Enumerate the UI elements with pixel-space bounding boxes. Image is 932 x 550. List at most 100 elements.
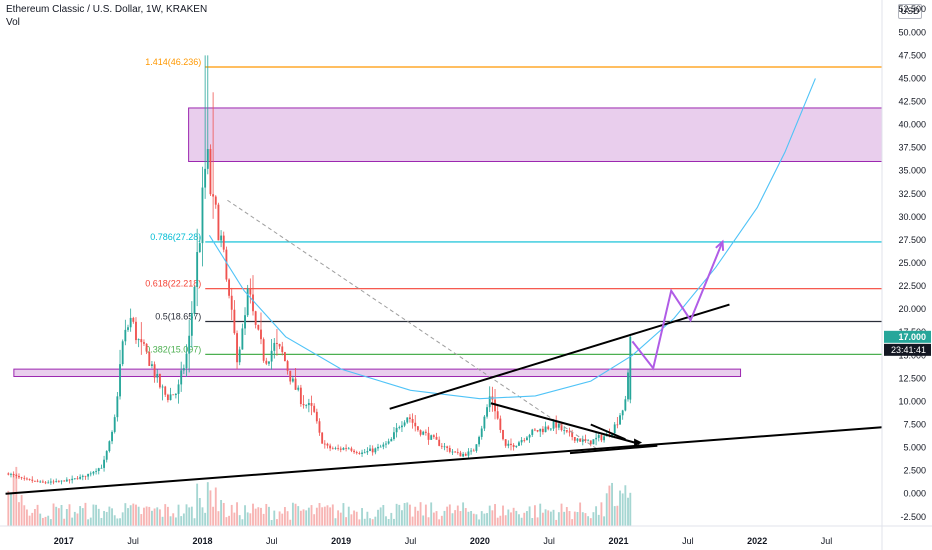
candle-body bbox=[174, 393, 177, 396]
volume-bar bbox=[209, 490, 212, 526]
candlestick-series bbox=[7, 55, 632, 485]
candle-body bbox=[358, 453, 361, 454]
volume-bar bbox=[188, 507, 191, 526]
volume-bar bbox=[448, 504, 451, 526]
time-tick-label: Jul bbox=[543, 536, 555, 546]
candle-body bbox=[148, 351, 151, 366]
volume-bar bbox=[206, 482, 209, 526]
volume-bar bbox=[547, 510, 550, 526]
candle-body bbox=[265, 360, 268, 364]
volume-bar bbox=[408, 504, 411, 526]
volume-bar bbox=[174, 517, 177, 526]
candle-body bbox=[44, 482, 47, 484]
candle-body bbox=[238, 349, 241, 363]
volume-bar bbox=[520, 517, 523, 526]
volume-bar bbox=[326, 505, 329, 526]
candle-body bbox=[398, 427, 401, 429]
candle-body bbox=[592, 439, 595, 445]
candle-body bbox=[488, 396, 491, 408]
candle-body bbox=[310, 403, 313, 406]
volume-bar bbox=[151, 510, 153, 526]
volume-bar bbox=[20, 495, 23, 526]
volume-bar bbox=[502, 505, 504, 526]
candle-body bbox=[440, 445, 443, 447]
candle-body bbox=[616, 424, 619, 426]
volume-bar bbox=[76, 513, 79, 526]
candle-body bbox=[475, 444, 478, 451]
currency-button[interactable]: USD bbox=[898, 4, 922, 19]
candle-body bbox=[510, 443, 512, 445]
candle-body bbox=[196, 252, 199, 287]
volume-bar bbox=[257, 507, 260, 526]
volume-bar bbox=[565, 507, 568, 526]
volume-bar bbox=[31, 512, 34, 526]
candle-body bbox=[480, 428, 483, 437]
candle-body bbox=[204, 168, 207, 188]
volume-bar bbox=[451, 513, 454, 526]
fib-level-label: 0.786(27.28) bbox=[150, 232, 201, 242]
volume-bar bbox=[97, 508, 100, 526]
volume-bar bbox=[302, 509, 305, 526]
candle-body bbox=[499, 418, 502, 430]
volume-bar bbox=[217, 511, 220, 526]
volume-bar bbox=[121, 512, 124, 526]
volume-bar bbox=[533, 505, 536, 526]
candle-body bbox=[512, 444, 515, 447]
volume-bar bbox=[579, 502, 582, 526]
volume-bar bbox=[576, 512, 579, 526]
volume-bar bbox=[270, 519, 273, 526]
volume-bar bbox=[36, 504, 39, 526]
volume-bar bbox=[339, 512, 342, 526]
candle-body bbox=[230, 295, 233, 310]
candle-body bbox=[153, 364, 156, 378]
volume-bar bbox=[411, 516, 414, 526]
candle-body bbox=[18, 475, 20, 478]
volume-bar bbox=[7, 490, 10, 526]
volume-bar bbox=[164, 504, 167, 526]
candle-body bbox=[454, 451, 457, 453]
volume-bar bbox=[177, 504, 180, 526]
volume-bar bbox=[198, 498, 201, 526]
volume-bar bbox=[318, 503, 321, 526]
volume-bar bbox=[201, 507, 204, 526]
candle-body bbox=[294, 378, 297, 390]
volume-bar bbox=[464, 508, 467, 526]
price-tick-label: 47.500 bbox=[898, 50, 926, 60]
candle-body bbox=[283, 352, 286, 362]
volume-bar bbox=[536, 517, 539, 526]
volume-bar bbox=[84, 502, 87, 526]
volume-bar bbox=[446, 506, 449, 526]
volume-bar bbox=[398, 504, 401, 526]
candle-body bbox=[552, 421, 555, 429]
volume-bar bbox=[371, 519, 374, 526]
volume-bar bbox=[518, 514, 520, 526]
candle-body bbox=[584, 439, 587, 441]
volume-bar bbox=[589, 518, 592, 526]
volume-bar bbox=[307, 507, 310, 526]
candle-body bbox=[326, 443, 329, 446]
time-axis: 2017 Jul 2018 Jul 2019 Jul 2020 Jul 2021 Jul 2022 J… bbox=[54, 536, 833, 546]
candle-body bbox=[190, 313, 193, 336]
volume-bar bbox=[541, 512, 544, 526]
price-tick-label: 2.500 bbox=[903, 466, 926, 476]
volume-bar bbox=[443, 510, 446, 526]
volume-bar bbox=[600, 502, 603, 526]
volume-bar bbox=[595, 506, 598, 526]
volume-bar bbox=[249, 513, 252, 526]
candle-body bbox=[329, 445, 332, 449]
volume-bar bbox=[129, 505, 132, 526]
volume-bar bbox=[345, 517, 348, 526]
volume-bar bbox=[337, 510, 340, 526]
volume-bar bbox=[214, 487, 217, 526]
volume-bar bbox=[297, 506, 300, 526]
volume-bar bbox=[305, 510, 308, 526]
volume-bar bbox=[611, 482, 613, 526]
candle-body bbox=[103, 459, 105, 468]
candle-body bbox=[137, 339, 140, 341]
candle-body bbox=[217, 204, 220, 241]
candle-body bbox=[111, 431, 113, 442]
candle-body bbox=[536, 430, 539, 432]
volume-bar bbox=[470, 511, 473, 526]
candle-body bbox=[41, 481, 44, 483]
